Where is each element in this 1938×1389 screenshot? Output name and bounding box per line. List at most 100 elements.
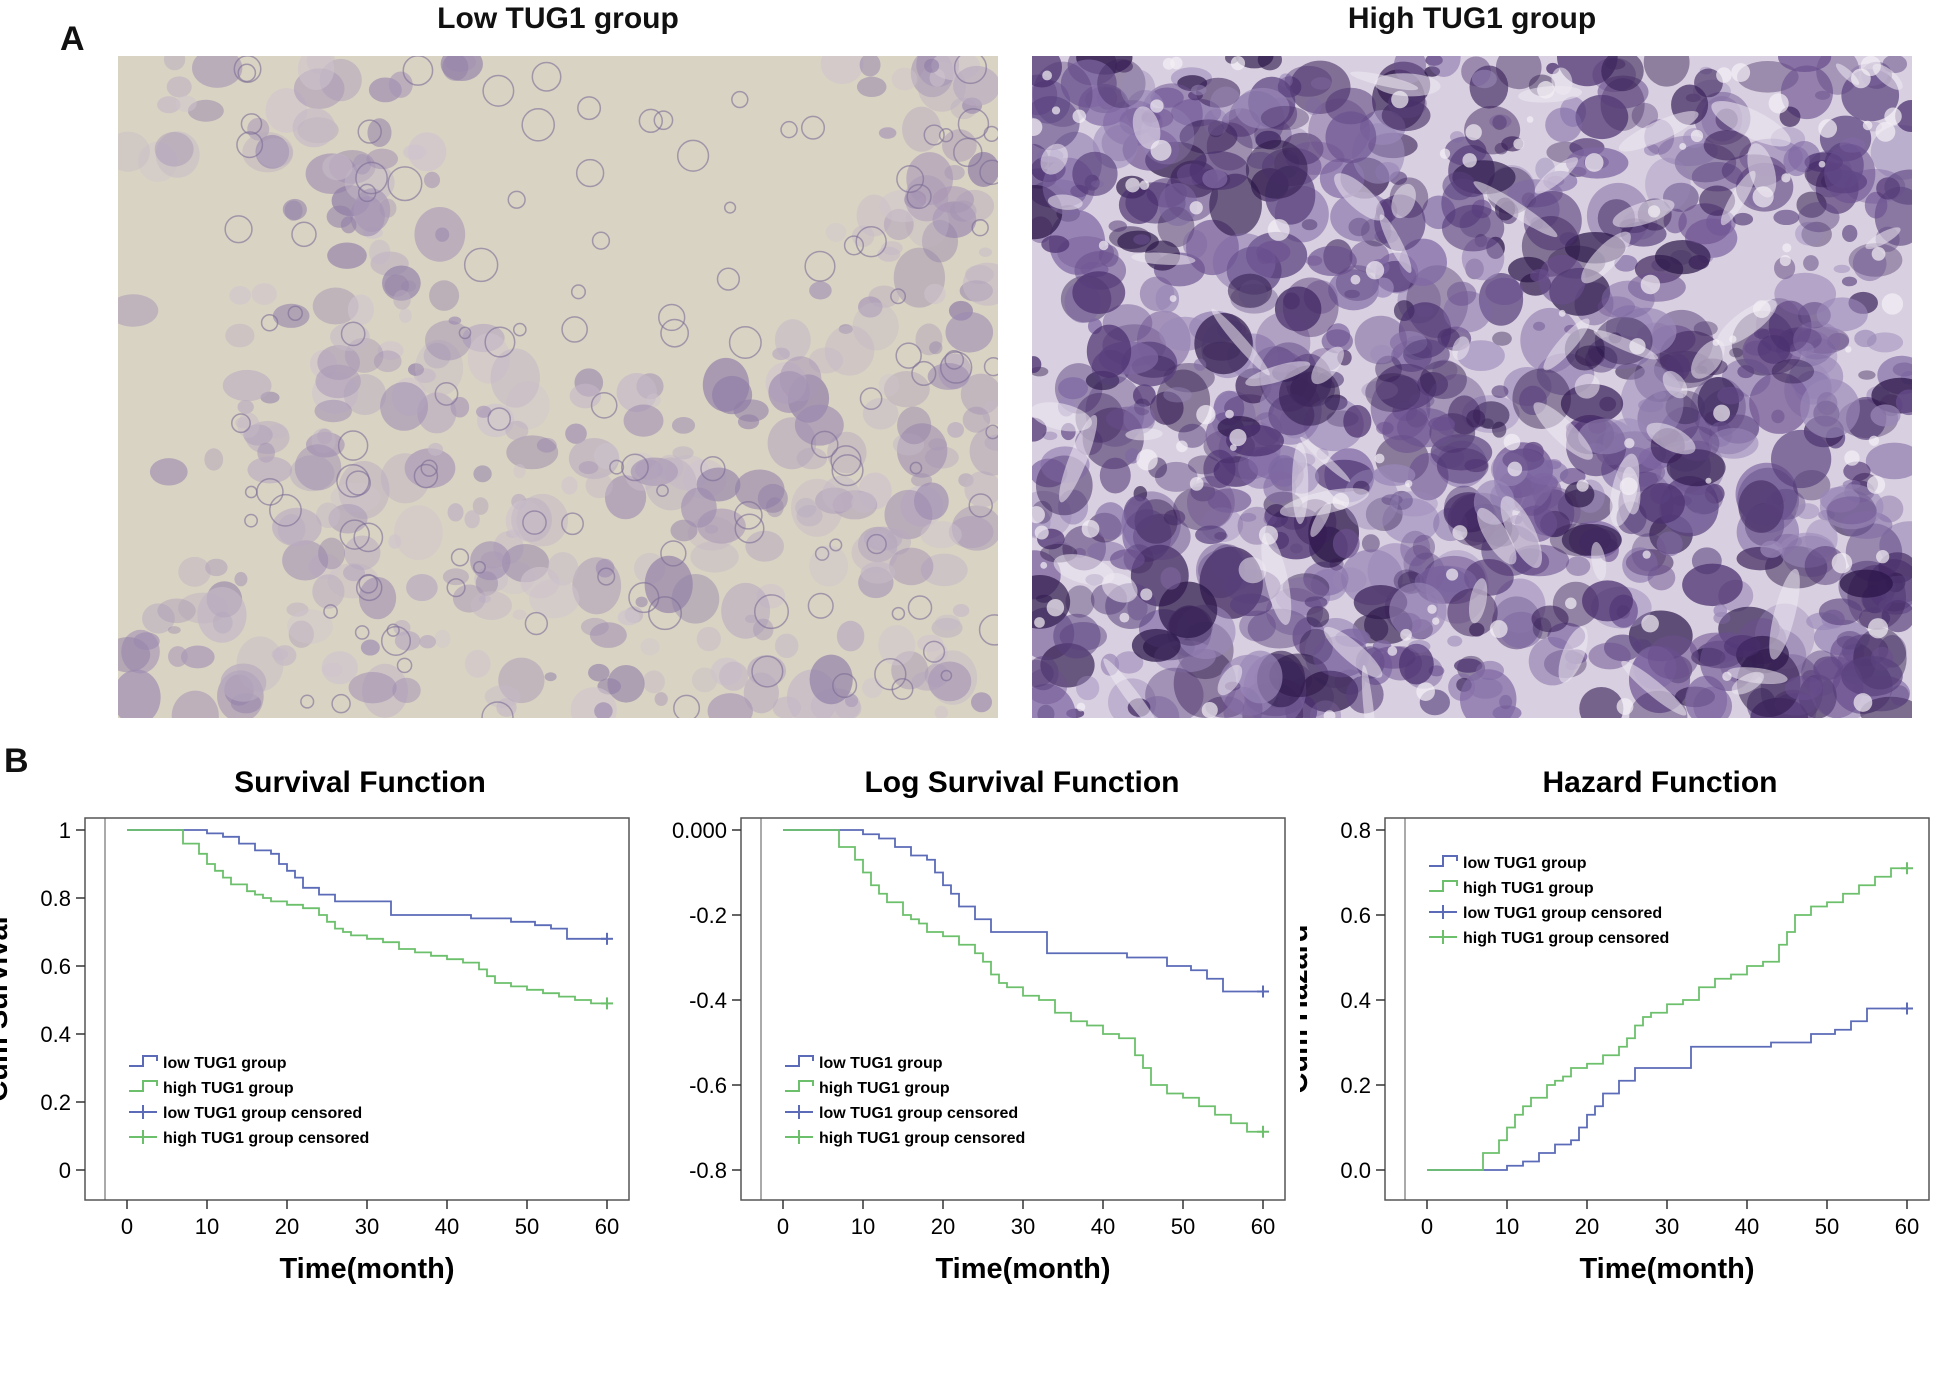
- cell-vacuole: [1503, 433, 1521, 451]
- cell-vacuole: [1871, 246, 1886, 261]
- stained-cell: [1783, 146, 1810, 177]
- tissue-cell: [178, 556, 211, 587]
- stroma-gap: [1618, 111, 1699, 152]
- stained-cell: [1158, 182, 1198, 227]
- cell-vacuole: [1513, 138, 1525, 150]
- stained-cell: [1209, 86, 1243, 121]
- stroma-gap: [1662, 370, 1688, 399]
- cell-vacuole: [1565, 597, 1577, 610]
- stained-cell: [1282, 573, 1330, 602]
- cell-vacuole: [843, 235, 865, 256]
- cell-vacuole: [522, 510, 547, 535]
- cell-vacuole: [953, 137, 983, 168]
- stained-cell: [1032, 683, 1076, 718]
- stained-cell: [1321, 329, 1353, 354]
- stroma-gap: [1131, 252, 1196, 265]
- tissue-cell: [883, 371, 930, 408]
- tissue-cell: [734, 469, 785, 510]
- cell-vacuole: [1189, 477, 1204, 491]
- tissue-cell: [982, 400, 998, 426]
- tissue-cell: [858, 296, 883, 318]
- cell-vacuole: [260, 313, 279, 332]
- tissue-cell: [856, 194, 892, 237]
- stroma-gap: [1053, 554, 1115, 586]
- legend-item: high TUG1 group censored: [1429, 930, 1669, 947]
- cell-vacuole: [591, 231, 611, 250]
- stroma-gap: [1125, 428, 1163, 441]
- tissue-cell: [536, 437, 557, 453]
- stained-cell: [1631, 102, 1659, 129]
- cell-vacuole: [1439, 148, 1451, 159]
- cell-vacuole: [1867, 618, 1889, 639]
- stained-cell: [1683, 480, 1724, 515]
- tissue-cell: [168, 646, 188, 667]
- tissue-cell: [588, 663, 610, 682]
- stained-cell: [1620, 221, 1667, 247]
- legend-item: low TUG1 group: [785, 1055, 943, 1072]
- tissue-cell: [516, 493, 569, 547]
- tissue-cell: [256, 138, 293, 168]
- tissue-cell: [877, 246, 901, 262]
- y-tick-label: -0.8: [689, 1158, 727, 1183]
- stained-cell: [1647, 564, 1676, 591]
- cell-vacuole: [224, 215, 253, 244]
- stained-cell: [1408, 640, 1431, 653]
- cell-vacuole: [723, 201, 737, 214]
- stained-cell: [1774, 272, 1837, 316]
- x-tick-label: 10: [851, 1214, 875, 1239]
- stained-cell: [1784, 675, 1823, 701]
- stained-cell: [1466, 409, 1486, 428]
- cell-vacuole: [1712, 338, 1720, 346]
- tissue-cell: [388, 71, 413, 98]
- stroma-gap: [1612, 199, 1675, 228]
- cell-vacuole: [1868, 435, 1880, 446]
- stroma-gap: [1452, 336, 1470, 360]
- tissue-cell: [753, 618, 774, 641]
- cell-vacuole: [1507, 461, 1523, 477]
- tissue-cell: [885, 528, 912, 555]
- cell-vacuole: [1489, 620, 1508, 638]
- cell-vacuole: [1884, 107, 1902, 126]
- x-tick-label: 20: [1575, 1214, 1599, 1239]
- tissue-cell: [380, 382, 429, 431]
- stained-cell: [1042, 431, 1058, 441]
- tissue-cell: [945, 311, 994, 353]
- cell-vacuole: [1619, 477, 1638, 496]
- stained-cell: [1191, 84, 1207, 96]
- cell-vacuole: [1201, 702, 1218, 718]
- cell-vacuole: [244, 513, 258, 528]
- stroma-gap: [1872, 63, 1903, 90]
- stained-cell: [1398, 643, 1434, 685]
- tissue-cell: [251, 283, 277, 306]
- tissue-cell: [878, 373, 900, 397]
- tissue-cell: [820, 56, 864, 85]
- cell-vacuole: [1196, 405, 1216, 425]
- cell-vacuole: [866, 533, 887, 555]
- tissue-cell: [607, 664, 645, 703]
- tissue-cell: [617, 609, 640, 626]
- tissue-cell: [282, 540, 329, 581]
- stained-cell: [1770, 429, 1832, 489]
- stained-cell: [1210, 544, 1245, 580]
- stained-cell: [1426, 56, 1461, 77]
- stained-cell: [1801, 221, 1832, 247]
- stained-cell: [1491, 385, 1509, 398]
- stained-cell: [1492, 331, 1512, 346]
- tissue-cell: [952, 603, 970, 618]
- stained-cell: [1372, 464, 1416, 486]
- legend-swatch: [129, 1055, 158, 1067]
- tissue-cell: [292, 107, 336, 148]
- stained-cell: [1123, 495, 1154, 531]
- tissue-cell: [947, 421, 965, 438]
- x-tick-label: 0: [1421, 1214, 1433, 1239]
- tissue-cell: [272, 507, 322, 547]
- legend-item: high TUG1 group censored: [785, 1130, 1025, 1147]
- stained-cell: [1858, 370, 1876, 380]
- stroma-gap: [1558, 626, 1588, 683]
- stroma-gap: [1047, 194, 1083, 210]
- stained-cell: [1182, 229, 1208, 259]
- stained-cell: [1203, 449, 1236, 489]
- cell-vacuole: [463, 247, 499, 283]
- cell-vacuole: [1584, 153, 1604, 172]
- stained-cell: [1193, 358, 1207, 371]
